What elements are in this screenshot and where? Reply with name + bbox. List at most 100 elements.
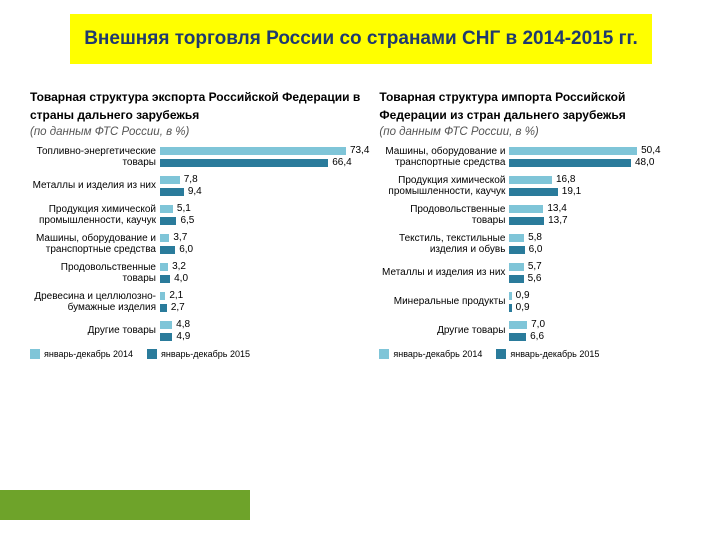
- bar-value: 5,7: [528, 261, 542, 272]
- legend-2015: январь-декабрь 2015: [496, 349, 599, 359]
- bar-value: 3,2: [172, 261, 186, 272]
- bar-value: 13,4: [547, 203, 566, 214]
- bar: [160, 217, 176, 225]
- category-label: Текстиль, текстильные изделия и обувь: [379, 233, 509, 255]
- chart-row: Топливно-энергетические товары73,466,4: [30, 144, 369, 169]
- chart-row: Продукция химической промышленности, кау…: [379, 173, 690, 198]
- legend-2014-label: январь-декабрь 2014: [44, 349, 133, 359]
- bar-value: 6,5: [180, 215, 194, 226]
- bar-value: 4,8: [176, 319, 190, 330]
- chart-row: Древесина и целлюлозно-бумажные изделия2…: [30, 289, 369, 314]
- bar-value: 6,6: [530, 331, 544, 342]
- bar-value: 3,7: [173, 232, 187, 243]
- category-label: Минеральные продукты: [379, 296, 509, 307]
- export-chart-subtitle: (по данным ФТС России, в %): [30, 126, 369, 138]
- bar-value: 2,1: [169, 290, 183, 301]
- category-label: Металлы и изделия из них: [379, 267, 509, 278]
- bar-value: 13,7: [548, 215, 567, 226]
- bar: [160, 263, 168, 271]
- bar: [509, 159, 631, 167]
- chart-row: Продовольственные товары3,24,0: [30, 260, 369, 285]
- legend-2014-label: январь-декабрь 2014: [393, 349, 482, 359]
- chart-row: Текстиль, текстильные изделия и обувь 5,8…: [379, 231, 690, 256]
- import-chart: Товарная структура импорта Российской Фе…: [379, 88, 690, 359]
- bar-value: 48,0: [635, 157, 654, 168]
- chart-row: Продовольственные товары13,413,7: [379, 202, 690, 227]
- bar-value: 66,4: [332, 157, 351, 168]
- category-label: Металлы и изделия из них: [30, 180, 160, 191]
- bar-area: 4,84,9: [160, 318, 369, 343]
- bar-value: 5,1: [177, 203, 191, 214]
- chart-row: Другие товары4,84,9: [30, 318, 369, 343]
- chart-row: Машины, оборудование и транспортные сред…: [379, 144, 690, 169]
- chart-row: Минеральные продукты0,90,9: [379, 289, 690, 314]
- bar: [509, 188, 557, 196]
- legend-2014: январь-декабрь 2014: [30, 349, 133, 359]
- bar-area: 16,819,1: [509, 173, 690, 198]
- footer-accent-band: [0, 490, 250, 520]
- bar-area: 0,90,9: [509, 289, 690, 314]
- category-label: Продукция химической промышленности, кау…: [30, 204, 160, 226]
- bar: [509, 321, 527, 329]
- bar: [160, 275, 170, 283]
- title-band: Внешняя торговля России со странами СНГ …: [70, 14, 652, 64]
- import-chart-subtitle: (по данным ФТС России, в %): [379, 126, 690, 138]
- bar: [509, 234, 524, 242]
- bar-value: 6,0: [179, 244, 193, 255]
- bar-area: 3,24,0: [160, 260, 369, 285]
- bar: [160, 333, 172, 341]
- bar: [509, 217, 544, 225]
- bar: [160, 205, 173, 213]
- bar: [509, 147, 637, 155]
- bar-area: 3,76,0: [160, 231, 369, 256]
- charts-container: Товарная структура экспорта Российской Ф…: [30, 88, 690, 359]
- bar: [509, 176, 552, 184]
- export-chart: Товарная структура экспорта Российской Ф…: [30, 88, 369, 359]
- chart-row: Продукция химической промышленности, кау…: [30, 202, 369, 227]
- bar: [509, 333, 526, 341]
- bar: [160, 304, 167, 312]
- export-legend: январь-декабрь 2014 январь-декабрь 2015: [30, 349, 369, 359]
- import-legend: январь-декабрь 2014 январь-декабрь 2015: [379, 349, 690, 359]
- bar-value: 4,9: [176, 331, 190, 342]
- bar-value: 5,6: [528, 273, 542, 284]
- bar: [509, 246, 524, 254]
- bar: [509, 263, 523, 271]
- bar-value: 5,8: [528, 232, 542, 243]
- import-bars: Машины, оборудование и транспортные сред…: [379, 144, 690, 343]
- bar-area: 5,16,5: [160, 202, 369, 227]
- bar: [509, 304, 511, 312]
- bar: [160, 176, 180, 184]
- bar-value: 0,9: [516, 290, 530, 301]
- chart-row: Машины, оборудование и транспортные сред…: [30, 231, 369, 256]
- category-label: Топливно-энергетические товары: [30, 146, 160, 168]
- import-chart-title: Товарная структура импорта Российской Фе…: [379, 88, 690, 124]
- bar-value: 4,0: [174, 273, 188, 284]
- bar-area: 13,413,7: [509, 202, 690, 227]
- bar: [160, 159, 328, 167]
- category-label: Продовольственные товары: [379, 204, 509, 226]
- bar-value: 9,4: [188, 186, 202, 197]
- bar: [509, 275, 523, 283]
- bar-area: 7,06,6: [509, 318, 690, 343]
- category-label: Машины, оборудование и транспортные сред…: [30, 233, 160, 255]
- bar-value: 19,1: [562, 186, 581, 197]
- legend-2015-label: январь-декабрь 2015: [161, 349, 250, 359]
- bar: [160, 188, 184, 196]
- legend-2015-label: январь-декабрь 2015: [510, 349, 599, 359]
- bar-area: 73,466,4: [160, 144, 369, 169]
- bar-value: 16,8: [556, 174, 575, 185]
- bar-value: 6,0: [529, 244, 543, 255]
- bar: [509, 292, 511, 300]
- bar-value: 7,8: [184, 174, 198, 185]
- legend-2014: январь-декабрь 2014: [379, 349, 482, 359]
- chart-row: Металлы и изделия из них 5,75,6: [379, 260, 690, 285]
- category-label: Другие товары: [379, 325, 509, 336]
- export-bars: Топливно-энергетические товары73,466,4Ме…: [30, 144, 369, 343]
- chart-row: Другие товары7,06,6: [379, 318, 690, 343]
- bar-area: 7,89,4: [160, 173, 369, 198]
- bar-value: 7,0: [531, 319, 545, 330]
- bar: [160, 246, 175, 254]
- category-label: Продовольственные товары: [30, 262, 160, 284]
- bar: [160, 147, 346, 155]
